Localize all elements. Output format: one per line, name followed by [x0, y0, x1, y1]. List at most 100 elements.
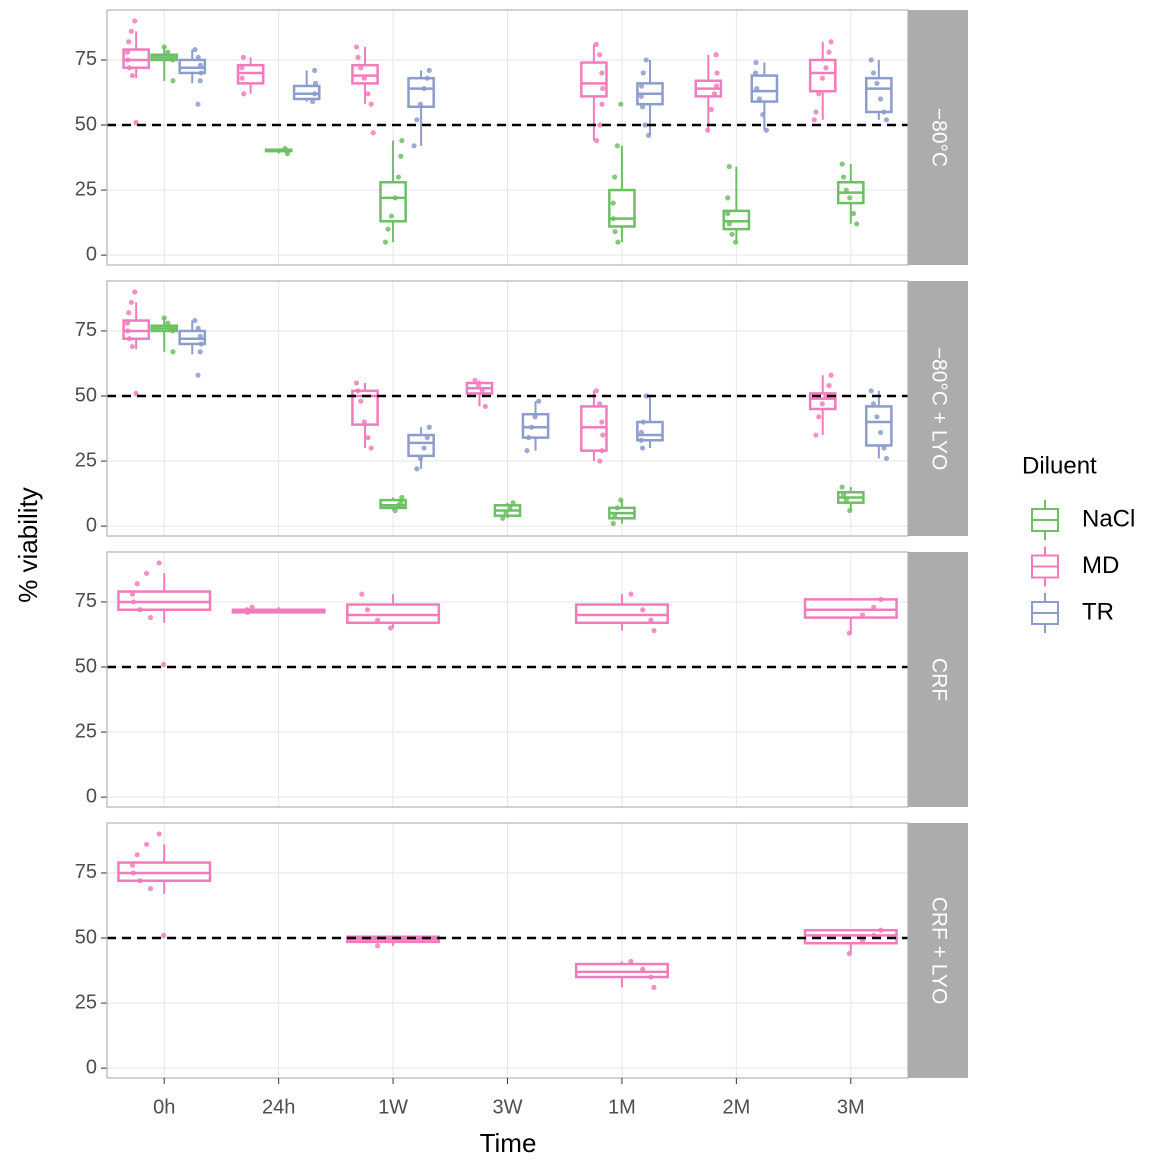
data-point — [645, 132, 652, 139]
data-point — [355, 388, 361, 394]
data-point — [385, 226, 391, 232]
data-point — [387, 625, 394, 631]
data-point — [599, 70, 605, 76]
box — [808, 392, 837, 411]
strip-label: CRF + LYO — [927, 897, 950, 1005]
data-point — [129, 343, 136, 350]
box — [574, 962, 669, 979]
data-point — [828, 39, 834, 45]
x-tick-label: 2M — [722, 1096, 750, 1118]
data-point — [599, 101, 605, 107]
data-point — [392, 195, 398, 201]
strip-label: −80°C — [927, 108, 950, 167]
data-point — [417, 101, 424, 107]
data-point — [878, 429, 884, 436]
legend-label: TR — [1082, 598, 1114, 625]
data-point — [198, 70, 204, 76]
data-point — [651, 984, 657, 991]
data-point — [847, 195, 853, 201]
data-point — [638, 429, 645, 436]
data-point — [648, 617, 654, 623]
data-point — [870, 70, 877, 76]
data-point — [132, 289, 138, 295]
data-point — [881, 445, 887, 451]
data-point — [883, 455, 890, 462]
data-point — [839, 161, 845, 167]
data-point — [711, 91, 718, 97]
data-point — [816, 414, 822, 420]
data-point — [197, 78, 203, 84]
box — [864, 405, 893, 447]
data-point — [640, 607, 646, 613]
data-point — [760, 112, 766, 118]
data-point — [195, 325, 201, 331]
data-point — [284, 151, 291, 157]
data-point — [160, 932, 167, 939]
data-point — [610, 200, 616, 206]
data-point — [638, 93, 644, 99]
data-point — [192, 317, 198, 324]
data-point — [156, 560, 162, 566]
y-axis-label: % viability — [13, 487, 43, 603]
data-point — [126, 39, 132, 45]
data-point — [823, 393, 829, 399]
box — [574, 603, 669, 625]
data-point — [129, 72, 136, 79]
data-point — [126, 336, 133, 342]
data-point — [726, 221, 732, 227]
data-point — [197, 349, 203, 355]
data-point — [610, 520, 616, 527]
data-point — [628, 591, 634, 597]
data-point — [846, 630, 852, 636]
data-point — [729, 231, 735, 237]
data-point — [479, 388, 485, 394]
data-point — [128, 28, 134, 34]
data-point — [192, 46, 198, 53]
data-point — [312, 80, 319, 86]
data-point — [756, 96, 762, 102]
box — [122, 48, 151, 70]
x-tick-label: 1M — [608, 1096, 636, 1118]
data-point — [503, 510, 509, 516]
data-point — [239, 75, 245, 81]
x-tick-label: 3M — [837, 1096, 865, 1118]
data-point — [310, 98, 316, 105]
x-axis-label: Time — [480, 1128, 537, 1158]
data-point — [125, 328, 131, 334]
data-point — [312, 91, 318, 97]
y-tick-label: 0 — [86, 514, 97, 536]
data-point — [395, 502, 402, 508]
data-point — [826, 49, 832, 55]
data-point — [883, 117, 890, 123]
data-point — [500, 515, 506, 521]
data-point — [628, 958, 634, 965]
y-tick-label: 50 — [75, 926, 97, 948]
data-point — [125, 57, 131, 63]
box — [580, 61, 608, 98]
data-point — [859, 612, 866, 618]
data-point — [597, 458, 603, 464]
legend-label: MD — [1082, 552, 1119, 579]
data-point — [593, 41, 599, 47]
data-point — [859, 938, 866, 944]
data-point — [358, 398, 364, 404]
data-point — [618, 497, 624, 503]
data-point — [615, 239, 621, 245]
data-point — [365, 435, 371, 441]
data-point — [651, 627, 657, 634]
data-point — [424, 75, 430, 81]
data-point — [370, 130, 376, 136]
data-point — [421, 85, 427, 92]
data-point — [705, 127, 711, 133]
data-point — [870, 401, 877, 407]
data-point — [840, 174, 847, 180]
data-point — [594, 138, 600, 144]
data-point — [133, 119, 139, 126]
data-point — [871, 932, 877, 939]
data-point — [642, 122, 648, 128]
data-point — [134, 581, 140, 587]
box — [803, 598, 898, 619]
data-point — [597, 401, 603, 407]
data-point — [813, 109, 819, 115]
